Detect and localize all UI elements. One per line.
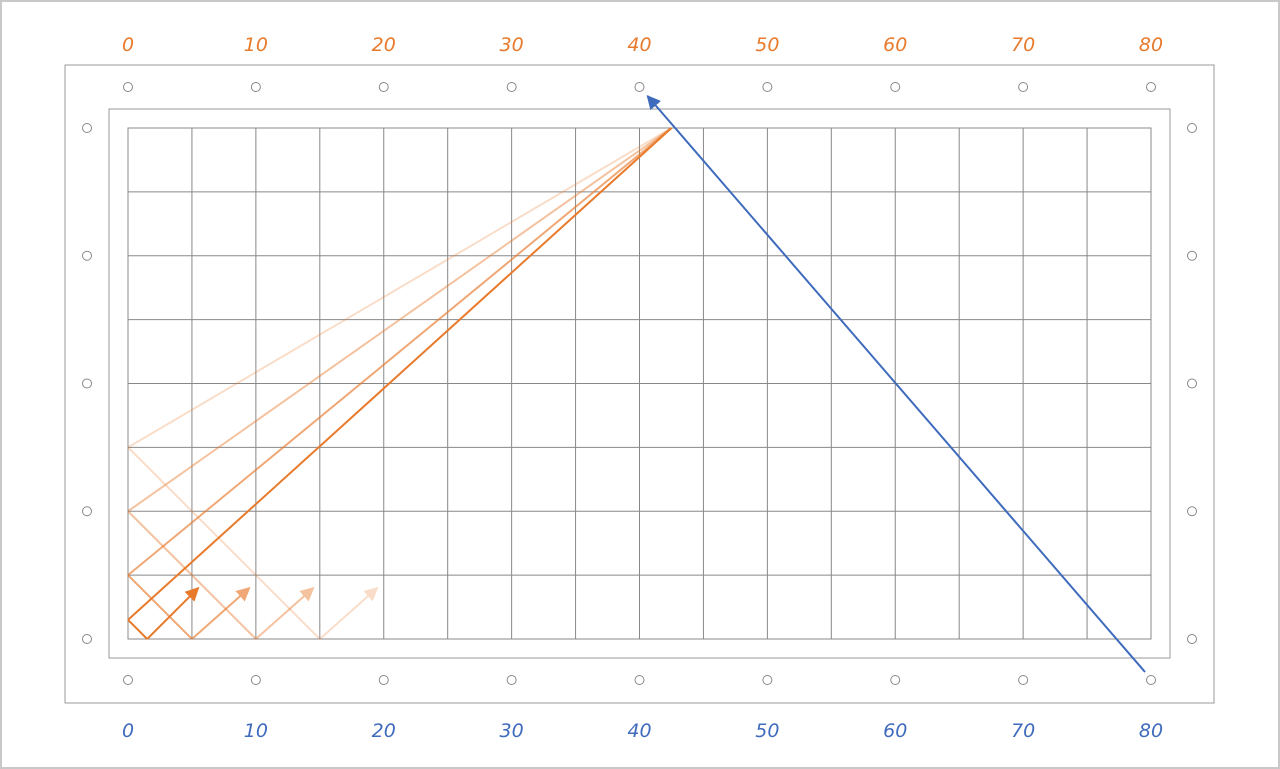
diamond-top bbox=[506, 82, 517, 92]
top-scale-label: 30 bbox=[500, 34, 524, 56]
orange-shot bbox=[127, 127, 673, 640]
orange-shot-incoming-line bbox=[127, 127, 673, 576]
orange-shot-paths bbox=[127, 127, 673, 640]
orange-shot bbox=[127, 127, 672, 640]
bottom-scale-label: 10 bbox=[244, 720, 268, 742]
orange-shot-exit-arrow bbox=[146, 586, 200, 640]
top-scale-label: 0 bbox=[122, 34, 134, 56]
orange-shot bbox=[127, 127, 673, 640]
diamond-top bbox=[378, 82, 389, 92]
diamond-top bbox=[890, 82, 901, 92]
diamond-right bbox=[1187, 378, 1197, 389]
diamond-top bbox=[762, 82, 773, 92]
diamond-right bbox=[1187, 250, 1197, 261]
table-cushion-frame bbox=[108, 108, 1171, 659]
blue-shot-arrow bbox=[646, 94, 1146, 673]
diamond-bottom bbox=[1146, 675, 1156, 685]
table-rail-frame bbox=[64, 64, 1215, 704]
diamond-bottom bbox=[123, 675, 133, 685]
top-scale-label: 40 bbox=[627, 34, 651, 56]
orange-shot-incoming-line bbox=[127, 127, 673, 513]
bottom-scale-label: 50 bbox=[755, 720, 779, 742]
diamond-right bbox=[1187, 634, 1197, 644]
bottom-scale-label: 80 bbox=[1139, 720, 1163, 742]
diamond-bottom bbox=[890, 675, 901, 685]
orange-shot-exit-arrow bbox=[319, 586, 379, 640]
diamond-right bbox=[1187, 506, 1197, 517]
diamond-left bbox=[82, 378, 92, 389]
diamond-top bbox=[250, 82, 261, 92]
diamond-top bbox=[123, 82, 133, 92]
top-scale-label: 80 bbox=[1139, 34, 1163, 56]
orange-shot-exit-arrow bbox=[191, 586, 251, 640]
diamond-left bbox=[82, 123, 92, 133]
bottom-scale-label: 30 bbox=[500, 720, 524, 742]
top-scale-label: 70 bbox=[1011, 34, 1035, 56]
bottom-scale-label: 20 bbox=[372, 720, 396, 742]
diamond-left bbox=[82, 634, 92, 644]
diamond-right bbox=[1187, 123, 1197, 133]
diamond-bottom bbox=[506, 675, 517, 685]
top-scale-label: 10 bbox=[244, 34, 268, 56]
diamond-left bbox=[82, 506, 92, 517]
top-scale-label: 50 bbox=[755, 34, 779, 56]
diamond-bottom bbox=[250, 675, 261, 685]
table-grid bbox=[127, 127, 1152, 640]
bottom-scale-label: 70 bbox=[1011, 720, 1035, 742]
diamond-top bbox=[1018, 82, 1029, 92]
bottom-scale: 0 10 20 30 40 50 60 70 80 bbox=[122, 720, 1163, 742]
bottom-scale-label: 40 bbox=[627, 720, 651, 742]
orange-shot-rebound-line bbox=[127, 446, 321, 640]
diamond-bottom bbox=[634, 675, 645, 685]
orange-shot-rebound-line bbox=[127, 510, 257, 640]
bottom-scale-label: 60 bbox=[883, 720, 907, 742]
orange-shot bbox=[127, 127, 673, 640]
diamond-bottom bbox=[762, 675, 773, 685]
orange-shot-exit-arrow bbox=[255, 586, 315, 640]
top-scale-label: 60 bbox=[883, 34, 907, 56]
diamond-top bbox=[634, 82, 645, 92]
diamond-bottom bbox=[1018, 675, 1029, 685]
orange-shot-incoming-line bbox=[127, 127, 673, 621]
diamond-top bbox=[1146, 82, 1156, 92]
diamond-markers bbox=[82, 82, 1197, 685]
orange-shot-rebound-line bbox=[127, 619, 148, 640]
top-scale-label: 20 bbox=[372, 34, 396, 56]
orange-shot-rebound-line bbox=[127, 574, 193, 640]
diamond-bottom bbox=[378, 675, 389, 685]
blue-shot-path bbox=[646, 94, 1146, 673]
orange-shot-incoming-line bbox=[127, 127, 672, 449]
top-scale: 0 10 20 30 40 50 60 70 80 bbox=[122, 34, 1163, 56]
diamond-left bbox=[82, 250, 92, 261]
bottom-scale-label: 0 bbox=[122, 720, 134, 742]
